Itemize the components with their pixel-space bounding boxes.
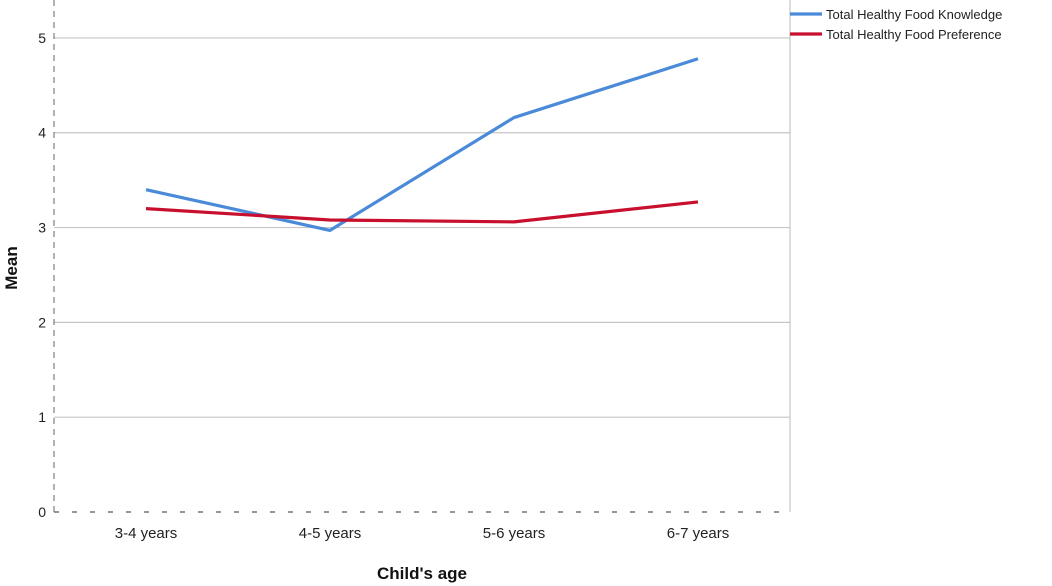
y-tick-label: 1 <box>38 409 46 425</box>
x-tick-labels: 3-4 years 4-5 years 5-6 years 6-7 years <box>115 525 730 542</box>
legend-label: Total Healthy Food Preference <box>826 27 1002 42</box>
x-axis-title: Child's age <box>377 564 467 583</box>
series-line <box>145 57 699 232</box>
legend-label: Total Healthy Food Knowledge <box>826 7 1002 22</box>
y-tick-label: 2 <box>38 314 46 330</box>
y-tick-label: 0 <box>38 504 46 520</box>
y-tick-label: 4 <box>38 125 46 141</box>
x-tick-label: 5-6 years <box>483 525 546 542</box>
legend: Total Healthy Food Knowledge Total Health… <box>790 7 1002 42</box>
y-tick-labels: 0 1 2 3 4 5 <box>38 30 46 520</box>
x-tick-label: 3-4 years <box>115 525 178 542</box>
series-line <box>145 200 699 224</box>
gridlines <box>54 37 790 418</box>
x-tick-label: 4-5 years <box>299 525 362 542</box>
y-tick-label: 5 <box>38 30 46 46</box>
x-tick-label: 6-7 years <box>667 525 730 542</box>
series-lines <box>145 57 699 232</box>
y-tick-label: 3 <box>38 220 46 236</box>
axes <box>53 0 791 513</box>
y-axis-title: Mean <box>2 246 21 289</box>
